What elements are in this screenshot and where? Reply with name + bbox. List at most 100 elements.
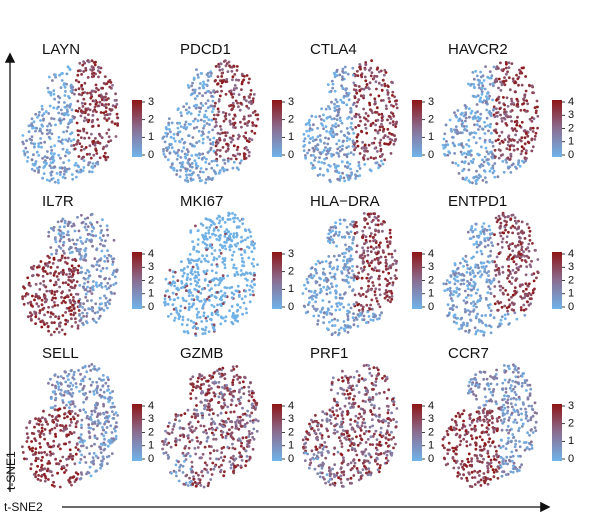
cell-point [372,77,376,80]
cell-point [395,106,399,110]
cell-point [499,234,503,238]
cell-point [105,411,109,414]
cell-point [68,309,71,313]
cell-point [210,445,213,449]
cell-point [38,309,42,312]
cell-point [223,168,227,172]
cell-point [39,137,42,140]
cell-point [210,287,213,290]
cell-point [500,117,504,120]
cell-point [59,246,63,250]
cell-point [235,270,239,274]
cell-point [23,457,26,461]
cell-point [369,232,373,235]
cell-point [80,254,83,258]
cell-point [221,131,225,135]
cell-point [230,291,234,295]
cell-point [189,291,193,295]
cell-point [524,273,528,277]
cell-point [324,125,328,129]
cell-point [100,285,104,289]
cell-point [60,235,64,239]
cell-point [500,139,504,143]
cell-point [322,267,325,271]
cell-point [374,110,377,114]
cell-point [330,275,334,279]
cell-point [353,223,357,227]
cell-point [323,141,326,145]
cell-point [220,79,224,82]
cell-point [82,276,86,280]
cell-point [73,405,77,408]
cell-point [357,271,361,275]
cell-point [195,141,199,145]
cell-point [208,299,211,302]
cell-point [389,141,392,144]
cell-point [193,270,197,274]
cell-point [336,147,340,151]
cell-point [45,161,48,165]
cell-point [510,282,513,285]
cell-point [79,247,82,251]
cell-point [234,157,238,161]
cell-point [472,85,476,89]
cell-point [38,110,41,114]
cell-point [201,141,205,145]
cell-point [69,89,73,93]
cell-point [62,172,66,176]
cell-point [453,152,456,155]
cell-point [82,302,85,306]
cell-point [96,424,99,428]
cell-point [366,246,370,250]
cell-point [102,234,105,238]
cell-point [333,317,337,321]
cell-point [349,125,353,129]
cell-point [205,319,209,323]
cell-point [207,330,211,333]
cell-point [50,149,54,152]
cell-point [374,228,377,232]
cell-point [244,238,247,242]
cell-point [29,317,33,321]
cell-point [202,126,205,130]
cell-point [359,119,362,123]
cell-point [65,273,68,276]
cell-point [462,282,466,286]
cell-point [84,254,88,257]
cell-point [70,108,74,112]
cell-point [507,134,511,138]
cell-point [380,116,384,120]
cell-point [91,114,95,117]
cell-point [228,120,232,124]
cell-point [519,255,523,259]
cell-point [356,275,359,278]
cell-point [68,406,71,409]
cell-point [114,105,118,109]
cell-point [364,146,367,150]
cell-point [229,410,233,414]
cell-point [357,309,361,312]
cell-point [40,325,44,329]
cell-point [371,218,375,222]
cell-point [209,74,213,78]
cell-point [103,437,106,441]
cell-point [232,220,236,224]
colorbar-tick-label: 0 [568,149,574,161]
cell-point [35,470,38,474]
cell-point [330,282,333,286]
cell-point [498,107,502,111]
cell-point [385,107,388,110]
cell-point [371,281,375,284]
cell-point [328,320,331,324]
cell-point [229,140,233,144]
cell-point [465,324,469,328]
cell-point [103,443,107,447]
cell-point [322,173,325,177]
cell-point [522,98,526,102]
cell-point [217,255,221,258]
cell-point [497,95,501,99]
cell-point [222,459,225,462]
cell-point [472,136,476,139]
cell-point [212,467,216,471]
cell-point [514,291,518,295]
